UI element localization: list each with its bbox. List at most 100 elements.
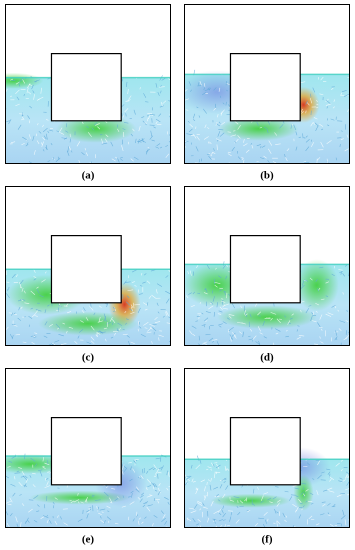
vector [81,310,85,314]
vector [114,497,119,501]
vector [210,462,215,467]
vector [106,321,112,325]
vector [158,334,164,337]
vector [39,294,44,298]
vector [234,138,239,144]
vector [10,141,16,144]
vector [223,480,226,484]
vector [15,103,20,107]
vector [329,478,332,482]
vector [139,326,142,329]
vector [110,336,114,339]
velocity-region [56,114,137,143]
vector [342,292,344,295]
vector [160,465,164,471]
vector [18,83,21,87]
vector [93,312,96,316]
vector [166,470,168,476]
vector [146,117,149,122]
vector [33,278,37,281]
vector [336,494,342,498]
vector [276,511,279,514]
vector [269,501,273,504]
vector [195,464,201,470]
vector [123,467,128,472]
vector [195,320,198,322]
vector [145,149,149,155]
vector [162,100,167,105]
vector [235,519,240,524]
vector [338,328,342,331]
vector [150,130,153,137]
vector [22,78,26,84]
vector [214,284,218,288]
vector [305,100,308,105]
vector [300,309,302,313]
vector [231,303,236,309]
vector [158,337,160,341]
vector [44,485,50,489]
vector [21,299,24,301]
vector [157,311,160,314]
vector [80,320,84,323]
vector [233,335,237,339]
vector [29,475,32,478]
vector [291,313,294,316]
vector [327,471,331,475]
structure [229,52,301,122]
vector [100,516,102,519]
vector [109,317,113,322]
vector [320,141,324,148]
vector [146,280,151,284]
vector [244,310,246,315]
vector [21,288,24,292]
vector [148,114,151,120]
vector [46,133,48,140]
vector [16,470,20,473]
vector [98,512,102,515]
vector [140,494,144,498]
vector [297,325,300,327]
vector [104,138,108,143]
vector [267,518,269,522]
vector [217,313,222,315]
vector [125,81,128,88]
vector [155,83,158,88]
vector [190,305,195,308]
vector [127,88,129,95]
vector [202,502,205,506]
vector [155,457,161,460]
vector [331,87,334,90]
vector [117,496,120,500]
vector [225,101,227,106]
vector [122,128,126,131]
vector [7,466,11,468]
vector [158,113,162,117]
vector [5,120,10,123]
vector [30,307,33,310]
vector [41,279,46,283]
vector [42,137,46,141]
vector [16,96,20,101]
vector [106,485,109,489]
vector [26,87,29,94]
panel-frame [5,368,171,528]
vector [325,281,330,284]
vector [219,325,222,328]
vector [208,141,210,144]
vector [316,490,319,496]
vector [242,331,244,338]
vector [101,511,104,513]
vector [85,152,89,157]
vector [262,320,265,327]
vector [42,127,48,133]
panel-frame [5,186,171,346]
vector [165,145,169,147]
vector [90,336,95,341]
vector [44,309,47,314]
vector [110,141,114,147]
vector [209,141,212,145]
vector [186,518,192,522]
vector [225,468,228,471]
vector [279,124,284,129]
